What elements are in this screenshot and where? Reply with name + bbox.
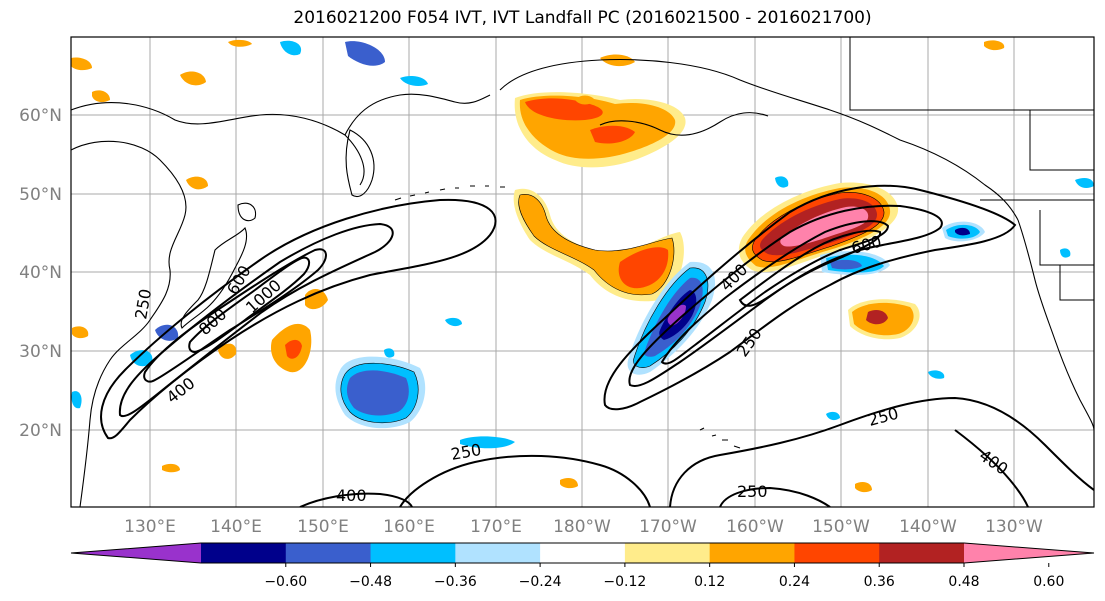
colorbar-extend-high xyxy=(964,543,1094,563)
colorbar-tick-label: −0.12 xyxy=(603,574,646,590)
colorbar-tick-label: −0.48 xyxy=(349,574,392,590)
anomaly-outlines xyxy=(340,192,885,424)
colorbar-swatch xyxy=(794,543,880,563)
map-title: 2016021200 F054 IVT, IVT Landfall PC (20… xyxy=(293,8,872,28)
colorbar-tick-label: 0.24 xyxy=(779,574,810,590)
lon-label: 160°E xyxy=(383,517,435,537)
colorbar-tick-label: −0.60 xyxy=(264,574,307,590)
colorbar-tick-label: 0.36 xyxy=(864,574,895,590)
colorbar-swatch xyxy=(879,543,965,563)
colorbar-tick-label: −0.36 xyxy=(434,574,477,590)
lon-label: 130°W xyxy=(985,517,1043,537)
map-frame xyxy=(70,36,1095,508)
colorbar-tick-label: 0.60 xyxy=(1033,574,1064,590)
colorbar-extend-low xyxy=(71,543,201,563)
lon-label: 170°W xyxy=(639,517,697,537)
colorbar-swatch xyxy=(285,543,372,563)
colorbar: −0.60 −0.48 −0.36 −0.24 −0.12 0.12 0.24 0.36 0.4… xyxy=(70,542,1095,590)
latitude-labels: 60°N 50°N 40°N 30°N 20°N xyxy=(19,106,62,441)
colorbar-tick-label: −0.24 xyxy=(519,574,562,590)
colorbar-outline xyxy=(70,542,1095,564)
lat-label: 30°N xyxy=(19,342,62,362)
lat-label: 40°N xyxy=(19,263,62,283)
colorbar-swatch xyxy=(624,543,711,563)
colorbar-swatch xyxy=(455,543,541,563)
ivt-contours xyxy=(100,184,1094,507)
lon-label: 150°E xyxy=(297,517,349,537)
contour-label: 400 xyxy=(336,486,367,505)
lat-label: 20°N xyxy=(19,421,62,441)
colorbar-tick-label: 0.48 xyxy=(948,574,979,590)
colorbar-swatch xyxy=(709,543,795,563)
contour-label: 250 xyxy=(737,482,768,501)
lon-label: 150°W xyxy=(812,517,870,537)
positive-anomaly-fills xyxy=(71,39,1005,493)
colorbar-swatch xyxy=(201,543,287,563)
longitude-labels: 130°E 140°E 150°E 160°E 170°E 180°W 170°… xyxy=(124,517,1043,537)
colorbar-swatch xyxy=(370,543,456,563)
lon-label: 170°E xyxy=(470,517,522,537)
colorbar-tick-label: 0.12 xyxy=(694,574,725,590)
lat-label: 50°N xyxy=(19,185,62,205)
lon-label: 140°E xyxy=(210,517,262,537)
lat-label: 60°N xyxy=(19,106,62,126)
colorbar-swatch xyxy=(540,543,626,563)
lon-label: 160°W xyxy=(726,517,784,537)
lon-label: 140°W xyxy=(899,517,957,537)
lon-label: 180°W xyxy=(553,517,611,537)
borders xyxy=(849,37,1094,301)
coastlines xyxy=(71,58,1094,507)
lon-label: 130°E xyxy=(124,517,176,537)
